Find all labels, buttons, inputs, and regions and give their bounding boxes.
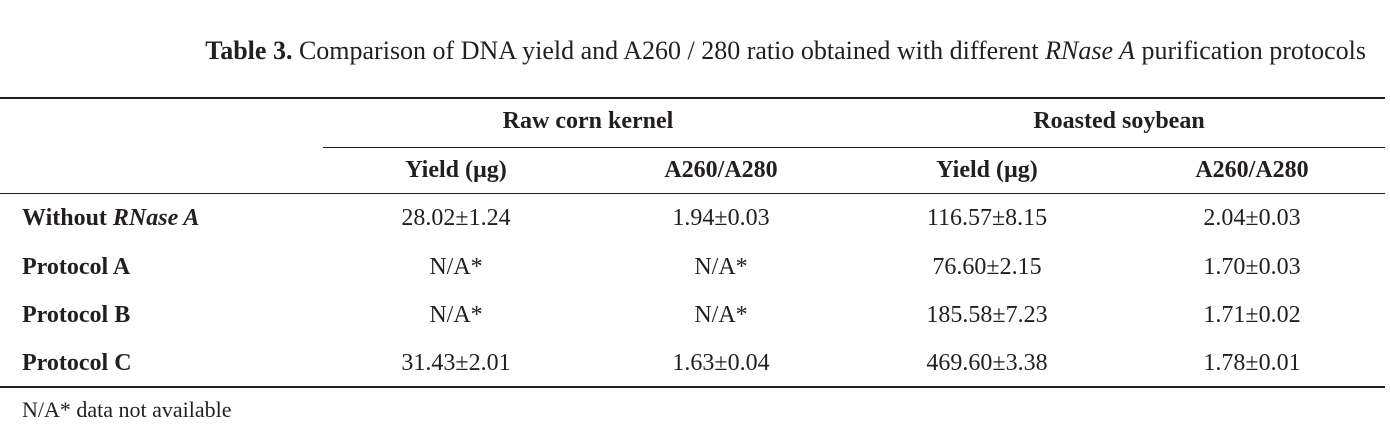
group-header-roasted-soybean: Roasted soybean bbox=[1033, 108, 1205, 134]
caption-text-end: purification protocols bbox=[1134, 36, 1366, 65]
caption-text: Comparison of DNA yield and A260 / 280 r… bbox=[292, 36, 1046, 65]
table-cell: 1.70±0.03 bbox=[1203, 254, 1301, 280]
row-label-text: Protocol C bbox=[22, 350, 132, 376]
column-header-soybean-ratio: A260/A280 bbox=[1195, 157, 1309, 183]
group-rule-raw-corn bbox=[323, 147, 855, 148]
table-cell: 31.43±2.01 bbox=[401, 350, 511, 376]
row-label-text: Without bbox=[22, 205, 113, 231]
table-cell: 28.02±1.24 bbox=[401, 205, 511, 231]
table-cell: N/A* bbox=[429, 254, 483, 280]
table-cell: 1.94±0.03 bbox=[672, 205, 770, 231]
table-cell: 185.58±7.23 bbox=[926, 302, 1048, 328]
table-footnote: N/A* data not available bbox=[22, 397, 232, 422]
table-cell: 1.63±0.04 bbox=[672, 350, 770, 376]
table-cell: 1.78±0.01 bbox=[1203, 350, 1301, 376]
caption-italic-text: RNase A bbox=[1045, 36, 1135, 65]
table-cell: N/A* bbox=[694, 302, 748, 328]
table-cell: 1.71±0.02 bbox=[1203, 302, 1301, 328]
header-rule bbox=[0, 193, 1385, 194]
group-rule-roasted-soybean bbox=[855, 147, 1385, 148]
row-label-text: Protocol B bbox=[22, 302, 131, 328]
row-label-protocol-a: Protocol A bbox=[22, 252, 130, 282]
table-caption: Table 3. Comparison of DNA yield and A26… bbox=[205, 34, 1366, 68]
table-cell: N/A* bbox=[694, 254, 748, 280]
table-cell: N/A* bbox=[429, 302, 483, 328]
row-label-without-rnase: Without RNase A bbox=[22, 203, 199, 233]
row-label-italic: RNase A bbox=[112, 205, 200, 231]
table-cell: 469.60±3.38 bbox=[926, 350, 1048, 376]
table-cell: 76.60±2.15 bbox=[932, 254, 1042, 280]
column-header-corn-yield: Yield (µg) bbox=[405, 157, 507, 183]
row-label-protocol-c: Protocol C bbox=[22, 348, 132, 378]
table-top-rule bbox=[0, 97, 1385, 99]
caption-label: Table 3. bbox=[205, 36, 293, 65]
table-cell: 116.57±8.15 bbox=[926, 205, 1048, 231]
group-header-raw-corn-kernel: Raw corn kernel bbox=[502, 108, 674, 134]
row-label-protocol-b: Protocol B bbox=[22, 300, 130, 330]
column-header-corn-ratio: A260/A280 bbox=[664, 157, 778, 183]
table-cell: 2.04±0.03 bbox=[1203, 205, 1301, 231]
row-label-text: Protocol A bbox=[22, 254, 131, 280]
table-bottom-rule bbox=[0, 386, 1385, 388]
column-header-soybean-yield: Yield (µg) bbox=[936, 157, 1038, 183]
